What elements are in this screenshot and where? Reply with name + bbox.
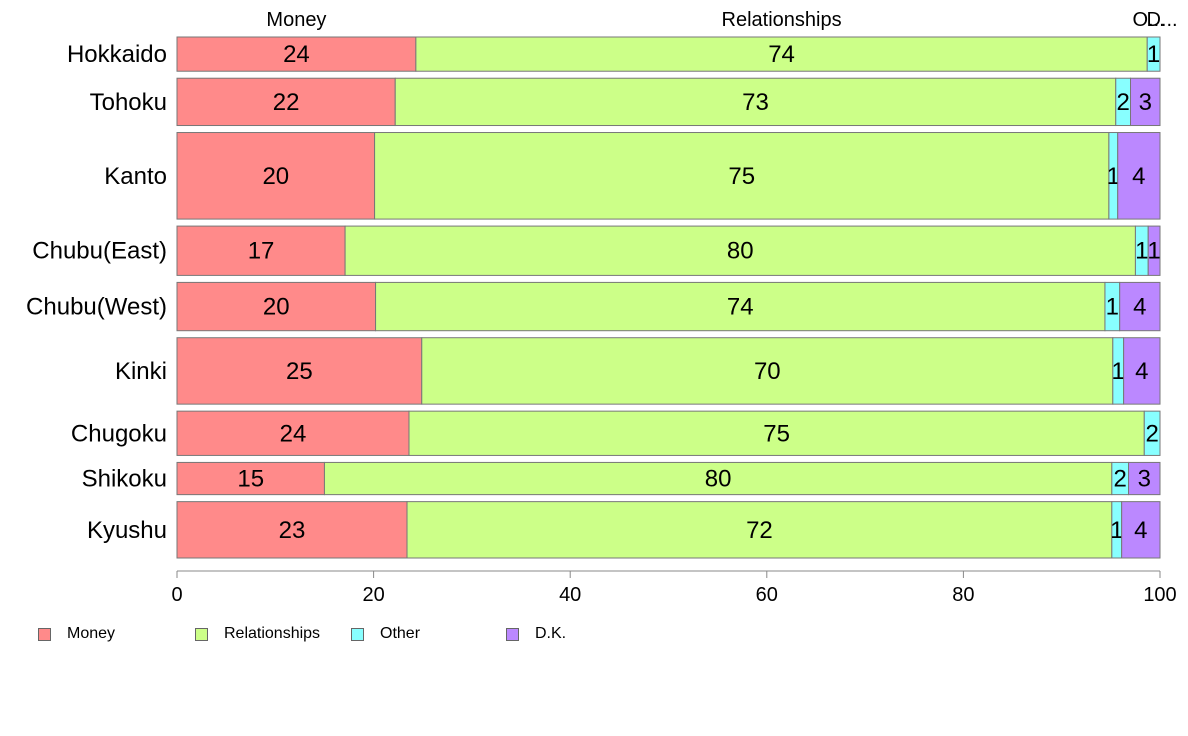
data-label-kanto-money: 20 xyxy=(262,163,289,190)
data-label-chugoku-other: 2 xyxy=(1145,420,1158,447)
legend-label-other: Other xyxy=(380,625,421,642)
bar-chubu-west-relationships xyxy=(375,281,1106,332)
data-label-tohoku-other: 2 xyxy=(1116,89,1129,116)
data-label-shikoku-relationships: 80 xyxy=(705,466,732,493)
data-label-tohoku-d-k: 3 xyxy=(1139,89,1152,116)
data-label-chubu-east-other: 1 xyxy=(1135,238,1148,265)
bar-chubu-west-d-k xyxy=(1119,281,1161,332)
bar-kanto-money xyxy=(176,132,376,220)
bar-kyushu-money xyxy=(176,501,408,559)
row-label-kinki: Kinki xyxy=(115,358,167,385)
bar-chubu-east-money xyxy=(176,225,346,276)
x-tick-label-80: 80 xyxy=(952,584,974,606)
legend-item-relationships: Relationships xyxy=(195,624,320,644)
top-label-relationships: Relationships xyxy=(722,9,842,31)
data-label-tohoku-relationships: 73 xyxy=(742,89,769,116)
data-label-shikoku-d-k: 3 xyxy=(1138,466,1151,493)
x-tick-label-20: 20 xyxy=(362,584,384,606)
legend-label-money: Money xyxy=(67,625,116,642)
bar-chugoku-money xyxy=(176,410,410,456)
bar-kanto-d-k xyxy=(1117,132,1161,220)
bar-hokkaido-money xyxy=(176,36,417,72)
x-tick-label-40: 40 xyxy=(559,584,581,606)
bar-tohoku-relationships xyxy=(394,77,1117,127)
data-label-kinki-money: 25 xyxy=(286,358,313,385)
data-label-hokkaido-other: 1 xyxy=(1147,41,1160,68)
bar-shikoku-d-k xyxy=(1128,461,1161,496)
data-label-kanto-relationships: 75 xyxy=(728,163,755,190)
bar-chubu-west-money xyxy=(176,281,377,332)
legend-label-relationships: Relationships xyxy=(224,625,321,642)
legend-swatch-other xyxy=(351,627,364,641)
bar-kyushu-d-k xyxy=(1121,501,1161,559)
bar-hokkaido-relationships xyxy=(415,36,1148,72)
data-label-kinki-relationships: 70 xyxy=(754,358,781,385)
data-label-chugoku-relationships: 75 xyxy=(763,420,790,447)
row-label-tohoku: Tohoku xyxy=(90,89,167,116)
x-tick-label-0: 0 xyxy=(171,584,182,606)
legend-item-money: Money xyxy=(38,624,115,644)
data-label-chubu-west-other: 1 xyxy=(1106,294,1119,321)
row-label-shikoku: Shikoku xyxy=(82,466,167,493)
data-label-kyushu-relationships: 72 xyxy=(746,517,773,544)
row-label-chugoku: Chugoku xyxy=(71,420,167,447)
data-label-kinki-other: 1 xyxy=(1112,358,1125,385)
bar-tohoku-d-k xyxy=(1130,77,1161,127)
bar-chugoku-other xyxy=(1143,410,1161,456)
row-label-hokkaido: Hokkaido xyxy=(67,41,167,68)
legend-label-dk: D.K. xyxy=(535,625,567,642)
data-label-kanto-other: 1 xyxy=(1107,163,1120,190)
x-tick-label-100: 100 xyxy=(1143,584,1176,606)
top-label-money: Money xyxy=(266,9,326,31)
legend: Money Relationships Other D.K. xyxy=(38,624,738,646)
data-label-chubu-west-money: 20 xyxy=(263,294,290,321)
data-label-kyushu-other: 1 xyxy=(1110,517,1123,544)
data-label-shikoku-money: 15 xyxy=(237,466,264,493)
data-label-hokkaido-money: 24 xyxy=(283,41,310,68)
bar-hokkaido-other xyxy=(1146,36,1161,72)
row-label-kyushu: Kyushu xyxy=(87,517,167,544)
x-tick-label-60: 60 xyxy=(756,584,778,606)
row-label-kanto: Kanto xyxy=(104,163,167,190)
data-label-kyushu-d-k: 4 xyxy=(1134,517,1147,544)
bar-kinki-d-k xyxy=(1123,337,1161,405)
bar-shikoku-relationships xyxy=(323,461,1113,496)
legend-swatch-money xyxy=(38,627,51,641)
data-label-kyushu-money: 23 xyxy=(279,517,306,544)
bar-shikoku-money xyxy=(176,461,325,496)
legend-swatch-dk xyxy=(506,627,519,641)
data-label-chugoku-money: 24 xyxy=(280,420,307,447)
bar-kinki-relationships xyxy=(421,337,1114,405)
row-label-chubu-east: Chubu(East) xyxy=(32,238,167,265)
row-label-chubu-west: Chubu(West) xyxy=(26,294,167,321)
data-label-tohoku-money: 22 xyxy=(273,89,300,116)
bar-chubu-east-d-k xyxy=(1147,225,1161,276)
top-label-d-k: D... xyxy=(1146,9,1177,31)
data-label-hokkaido-relationships: 74 xyxy=(768,41,795,68)
data-label-shikoku-other: 2 xyxy=(1114,466,1127,493)
data-label-kanto-d-k: 4 xyxy=(1132,163,1145,190)
data-label-kinki-d-k: 4 xyxy=(1135,358,1148,385)
top-label-other: O... xyxy=(1132,9,1164,31)
bar-chugoku-relationships xyxy=(408,410,1145,456)
bar-kanto-relationships xyxy=(374,132,1110,220)
bar-kyushu-relationships xyxy=(406,501,1113,559)
bar-kinki-money xyxy=(176,337,423,405)
data-label-chubu-east-money: 17 xyxy=(248,238,275,265)
data-label-chubu-east-d-k: 1 xyxy=(1147,238,1160,265)
data-label-chubu-west-relationships: 74 xyxy=(727,294,754,321)
bar-chubu-east-relationships xyxy=(344,225,1136,276)
data-label-chubu-west-d-k: 4 xyxy=(1133,294,1146,321)
data-label-chubu-east-relationships: 80 xyxy=(727,238,754,265)
legend-item-dk: D.K. xyxy=(506,624,566,644)
legend-swatch-relationships xyxy=(195,627,208,641)
legend-item-other: Other xyxy=(351,624,420,644)
bar-tohoku-money xyxy=(176,77,396,127)
